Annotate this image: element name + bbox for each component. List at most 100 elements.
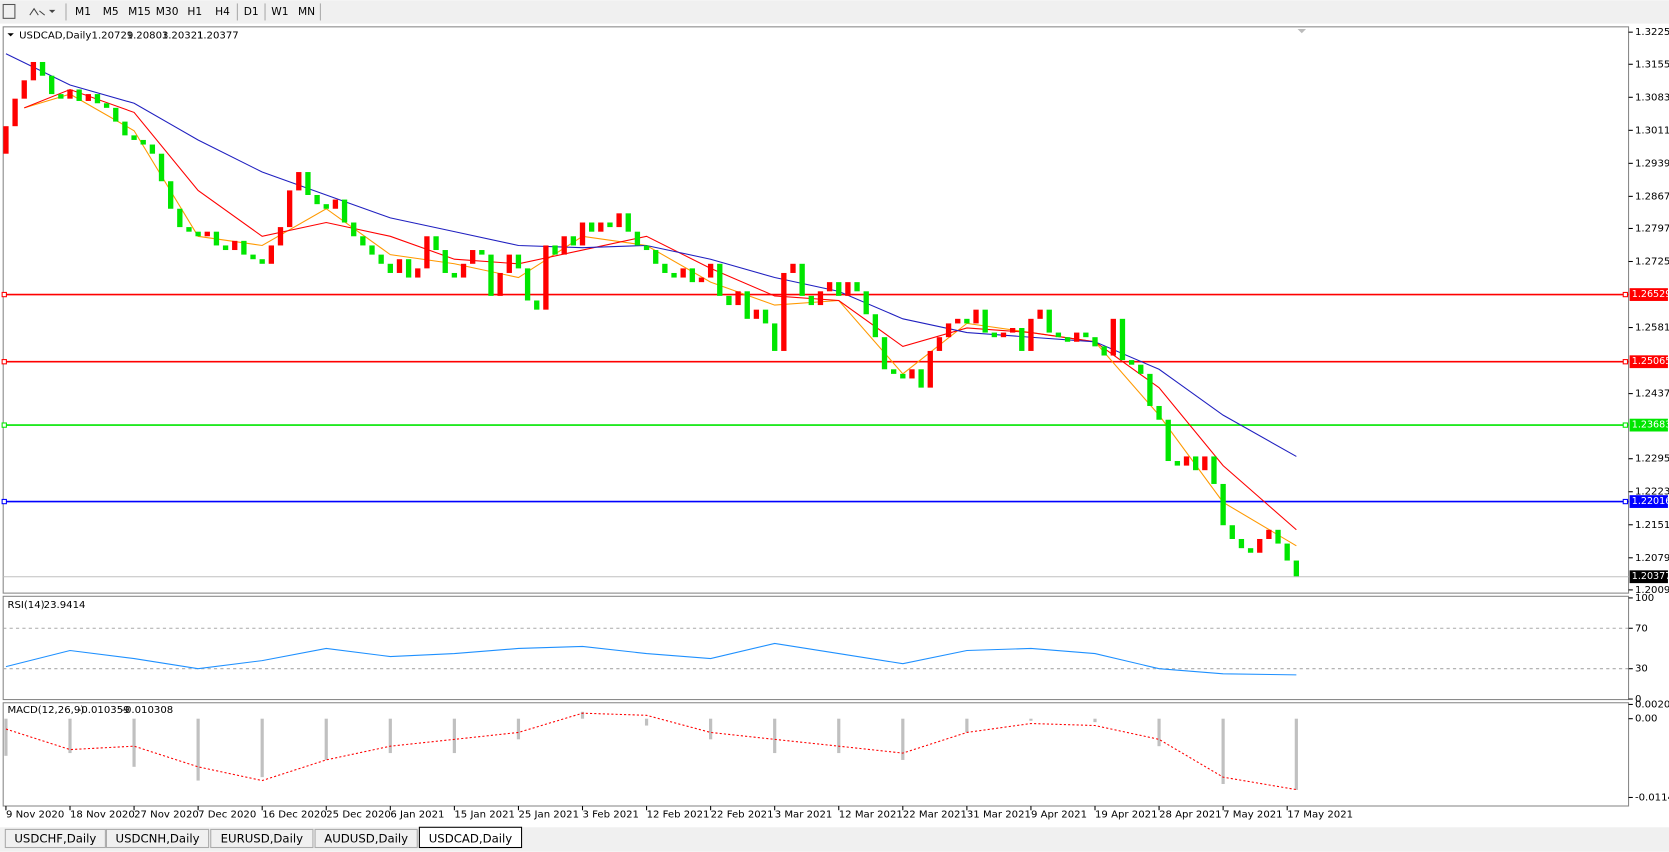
shift-marker <box>1297 28 1307 34</box>
level-handle[interactable] <box>1 291 7 298</box>
candle <box>58 94 64 99</box>
timeframe-button[interactable]: W1 <box>271 5 288 18</box>
panel-menu-icon[interactable] <box>7 33 14 37</box>
candle <box>1119 318 1126 361</box>
tool-icon[interactable] <box>2 3 16 19</box>
level-handle[interactable] <box>1 498 7 505</box>
candle <box>442 250 448 273</box>
x-tick-label: 6 Jan 2021 <box>390 810 444 821</box>
candle <box>286 190 293 228</box>
x-tick-label: 18 Nov 2020 <box>70 810 135 821</box>
tab[interactable]: USDCNH,Daily <box>105 828 210 849</box>
y-tick-label: 0.002074 <box>1635 699 1669 710</box>
macd-label: MACD(12,26,9) <box>7 705 84 716</box>
main-panel <box>2 26 1630 594</box>
level-handle[interactable] <box>1 359 7 365</box>
tab-bg[interactable] <box>418 826 523 849</box>
tab[interactable]: USDCAD,Daily <box>418 826 523 849</box>
bid-label-box <box>1629 570 1668 584</box>
candle <box>543 245 549 310</box>
level-handle[interactable] <box>1622 291 1629 298</box>
x-tick-label: 22 Feb 2021 <box>711 810 774 821</box>
macd-bar <box>388 718 392 754</box>
timeframe-button[interactable]: D1 <box>244 5 259 18</box>
candle <box>479 250 485 255</box>
tab-label[interactable]: AUDUSD,Daily <box>324 831 408 845</box>
candle <box>369 245 375 255</box>
candle <box>1275 529 1281 544</box>
level-handle[interactable] <box>1 422 7 428</box>
dropdown-icon[interactable] <box>48 9 56 14</box>
timeframe-button[interactable]: M1 <box>75 5 91 18</box>
x-tick-label: 25 Jan 2021 <box>518 810 579 821</box>
tab-bg[interactable] <box>314 828 418 849</box>
macd-bar <box>1093 718 1097 723</box>
candle <box>351 222 357 237</box>
tab-label[interactable]: EURUSD,Daily <box>221 831 303 845</box>
timeframe-button[interactable]: H4 <box>215 5 230 18</box>
candle <box>881 337 888 370</box>
candle <box>1110 318 1116 356</box>
level-handle[interactable] <box>1622 498 1629 505</box>
candle <box>726 295 732 306</box>
level-label: 1.25065 <box>1632 356 1669 367</box>
y-tick-label: 1.27970 <box>1635 223 1669 234</box>
y-tick-label: 1.30110 <box>1635 125 1669 136</box>
macd-signal-value: -0.010308 <box>121 705 173 716</box>
macd-bar <box>773 718 777 754</box>
level-label-box <box>1629 288 1668 301</box>
tab-bg[interactable] <box>105 828 210 849</box>
timeframe-button[interactable]: M15 <box>128 5 151 18</box>
candle <box>1183 456 1190 466</box>
tab-bg[interactable] <box>4 828 106 849</box>
level-handle[interactable] <box>1622 422 1629 428</box>
candle <box>982 309 988 333</box>
tab-label[interactable]: USDCHF,Daily <box>14 831 96 845</box>
x-tick-label: 31 Mar 2021 <box>967 810 1031 821</box>
x-tick-label: 16 Dec 2020 <box>262 810 327 821</box>
candle <box>296 172 302 191</box>
candle <box>103 103 110 108</box>
macd-bar <box>4 718 8 756</box>
candle <box>1193 456 1199 471</box>
candle <box>689 268 695 283</box>
candle <box>21 80 27 99</box>
candle <box>1238 538 1245 549</box>
candle <box>1028 318 1034 351</box>
y-tick-label: 1.20090 <box>1635 585 1669 596</box>
candle <box>1074 332 1080 342</box>
tab-label[interactable]: USDCNH,Daily <box>116 831 200 845</box>
timeframe-button[interactable]: M30 <box>156 5 179 18</box>
macd-bar <box>260 718 264 778</box>
tab[interactable]: USDCHF,Daily <box>4 828 106 849</box>
candle <box>1284 543 1290 561</box>
candle <box>424 236 430 269</box>
timeframe-button[interactable]: H1 <box>187 5 202 18</box>
candle <box>744 291 750 319</box>
candle <box>534 300 540 310</box>
x-tick-label: 22 Mar 2021 <box>903 810 967 821</box>
candle <box>909 369 915 379</box>
x-tick-label: 19 Apr 2021 <box>1095 810 1158 821</box>
tool-icon[interactable] <box>29 7 46 16</box>
candle <box>561 236 567 255</box>
candle <box>598 222 604 232</box>
timeframe-button[interactable]: M5 <box>103 5 119 18</box>
timeframe-button[interactable]: MN <box>298 5 315 18</box>
tab-label[interactable]: USDCAD,Daily <box>429 831 512 845</box>
y-tick-label: 70 <box>1635 623 1648 634</box>
candle <box>305 172 311 195</box>
level-handle[interactable] <box>1622 359 1629 365</box>
candle <box>1156 405 1162 420</box>
candle <box>76 89 82 101</box>
tab[interactable]: AUDUSD,Daily <box>314 828 418 849</box>
candle <box>1138 364 1144 374</box>
candle <box>891 369 897 374</box>
tab-bg[interactable] <box>210 828 314 849</box>
x-tick-label: 17 May 2021 <box>1287 810 1353 821</box>
candle <box>396 259 403 273</box>
rsi-line <box>5 642 1297 676</box>
candle <box>570 236 577 246</box>
tab[interactable]: EURUSD,Daily <box>210 828 314 849</box>
